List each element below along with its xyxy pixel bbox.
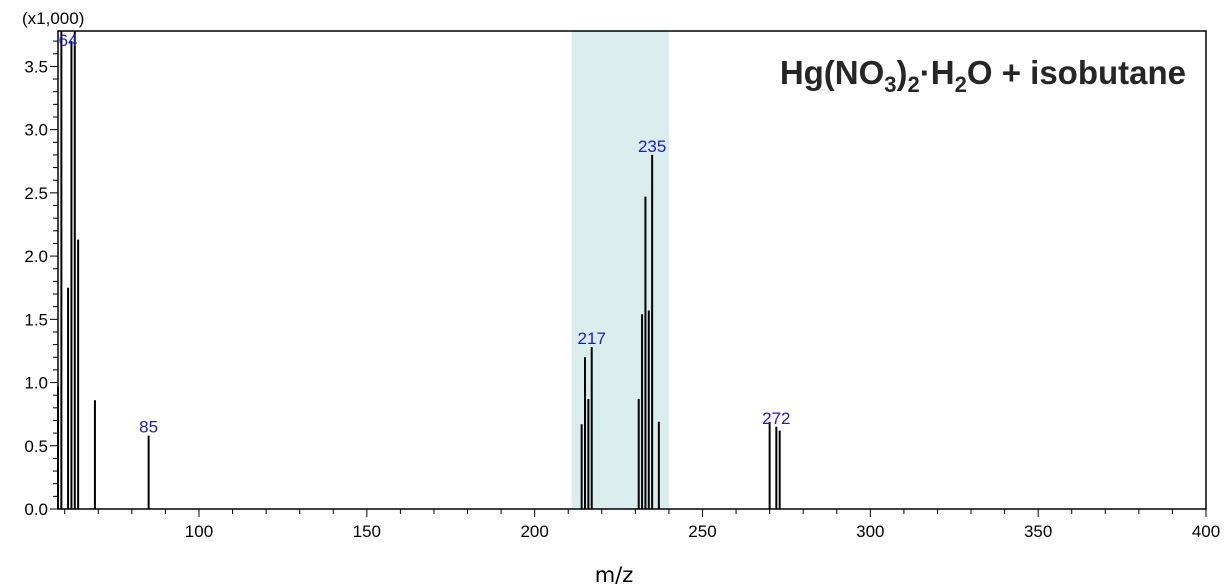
peak-label: 217 (578, 329, 606, 348)
chart-title: Hg(NO3)2·H2O + isobutane (780, 54, 1186, 97)
y-multiplier-label: (x1,000) (22, 9, 84, 28)
y-tick-label: 2.5 (24, 184, 48, 203)
x-tick-label: 200 (520, 522, 548, 541)
y-tick-label: 0.5 (24, 437, 48, 456)
x-axis-label: m/z (595, 563, 634, 587)
peak-label: 235 (638, 137, 666, 156)
y-tick-label: 1.0 (24, 374, 48, 393)
y-tick-label: 3.5 (24, 57, 48, 76)
x-tick-label: 100 (185, 522, 213, 541)
y-tick-label: 0.0 (24, 500, 48, 519)
plot-frame (57, 30, 1207, 510)
x-tick-label: 250 (688, 522, 716, 541)
y-tick-label: 2.0 (24, 247, 48, 266)
x-tick-label: 350 (1024, 522, 1052, 541)
x-tick-label: 400 (1192, 522, 1220, 541)
highlight-band (571, 31, 669, 509)
y-tick-label: 1.5 (24, 310, 48, 329)
y-tick-label: 3.0 (24, 121, 48, 140)
x-tick-label: 300 (856, 522, 884, 541)
peak-label: 272 (762, 409, 790, 428)
peak-label: 85 (139, 418, 158, 437)
peak-label: 64 (59, 31, 78, 50)
x-tick-label: 150 (353, 522, 381, 541)
